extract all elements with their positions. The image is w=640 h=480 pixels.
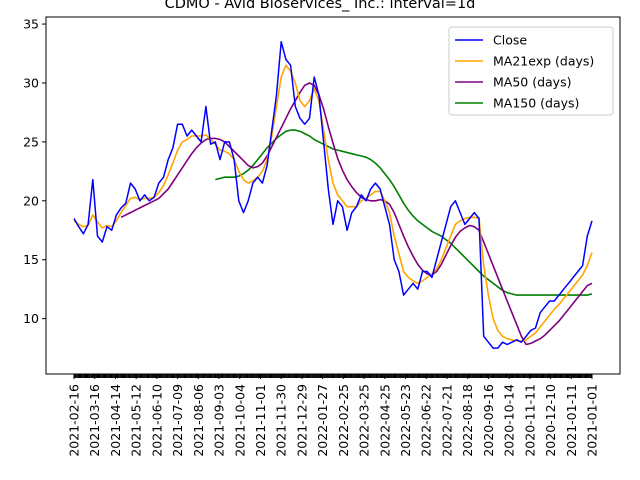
y-tick-label: 35 <box>23 17 39 32</box>
y-tick-label: 30 <box>23 75 39 90</box>
x-tick-label: 2022-06-22 <box>419 384 434 457</box>
x-tick-label: 2022-01-27 <box>315 384 330 457</box>
y-tick-label: 15 <box>23 252 39 267</box>
legend-label: MA150 (days) <box>493 96 579 111</box>
legend-box <box>448 26 614 116</box>
series-line-3 <box>120 82 593 346</box>
y-axis: 10 15 20 25 30 35 <box>23 17 46 326</box>
x-tick-label: 2021-11-01 <box>253 384 268 457</box>
x-tick-label: 2021-07-09 <box>170 384 185 457</box>
x-axis: 2021-02-16 2021-03-16 2021-04-14 2021-05-12… <box>67 374 600 457</box>
x-tick-label: 2021-06-10 <box>149 384 164 457</box>
y-tick-label: 10 <box>23 311 39 326</box>
series-line-1 <box>73 40 593 349</box>
chart-title: CDMO - Avid Bioservices_ Inc.: interval=… <box>164 0 476 12</box>
y-tick-label: 20 <box>23 193 39 208</box>
x-tick-label: 2021-08-06 <box>191 384 206 457</box>
x-tick-label: 2020-09-16 <box>481 384 496 457</box>
y-tick-label: 25 <box>23 134 39 149</box>
x-tick-label: 2021-03-16 <box>87 384 102 457</box>
x-tick-label: 2020-11-11 <box>522 384 537 457</box>
x-tick-label: 2021-01-11 <box>564 384 579 457</box>
legend-label: MA50 (days) <box>493 75 571 90</box>
x-tick-label: 2021-12-29 <box>294 384 309 457</box>
x-tick-label: 2021-09-03 <box>212 384 227 457</box>
x-tick-label: 2021-02-16 <box>67 384 82 457</box>
x-tick-label: 2020-10-14 <box>502 384 517 457</box>
x-tick-label: 2021-11-30 <box>274 384 289 457</box>
x-tick-label: 2022-03-25 <box>357 384 372 457</box>
x-tick-label: 2021-05-12 <box>129 384 144 457</box>
x-tick-label: 2022-04-25 <box>377 384 392 457</box>
x-tick-label: 2022-02-25 <box>336 384 351 457</box>
x-tick-label: 2022-07-21 <box>440 384 455 457</box>
series-layer <box>73 40 593 349</box>
x-tick-label: 2021-01-01 <box>585 384 600 457</box>
legend-label: MA21exp (days) <box>493 54 594 69</box>
x-tick-label: 2021-04-14 <box>108 384 123 457</box>
series-line-2 <box>73 64 593 342</box>
x-tick-label: 2020-12-10 <box>543 384 558 457</box>
legend-label: Close <box>493 33 527 48</box>
x-tick-label: 2022-08-18 <box>460 384 475 457</box>
series-line-4 <box>215 129 593 296</box>
legend: Close MA21exp (days) MA50 (days) MA150 (day… <box>448 26 614 116</box>
x-tick-label: 2021-10-04 <box>232 384 247 457</box>
x-tick-label: 2022-05-23 <box>398 384 413 457</box>
